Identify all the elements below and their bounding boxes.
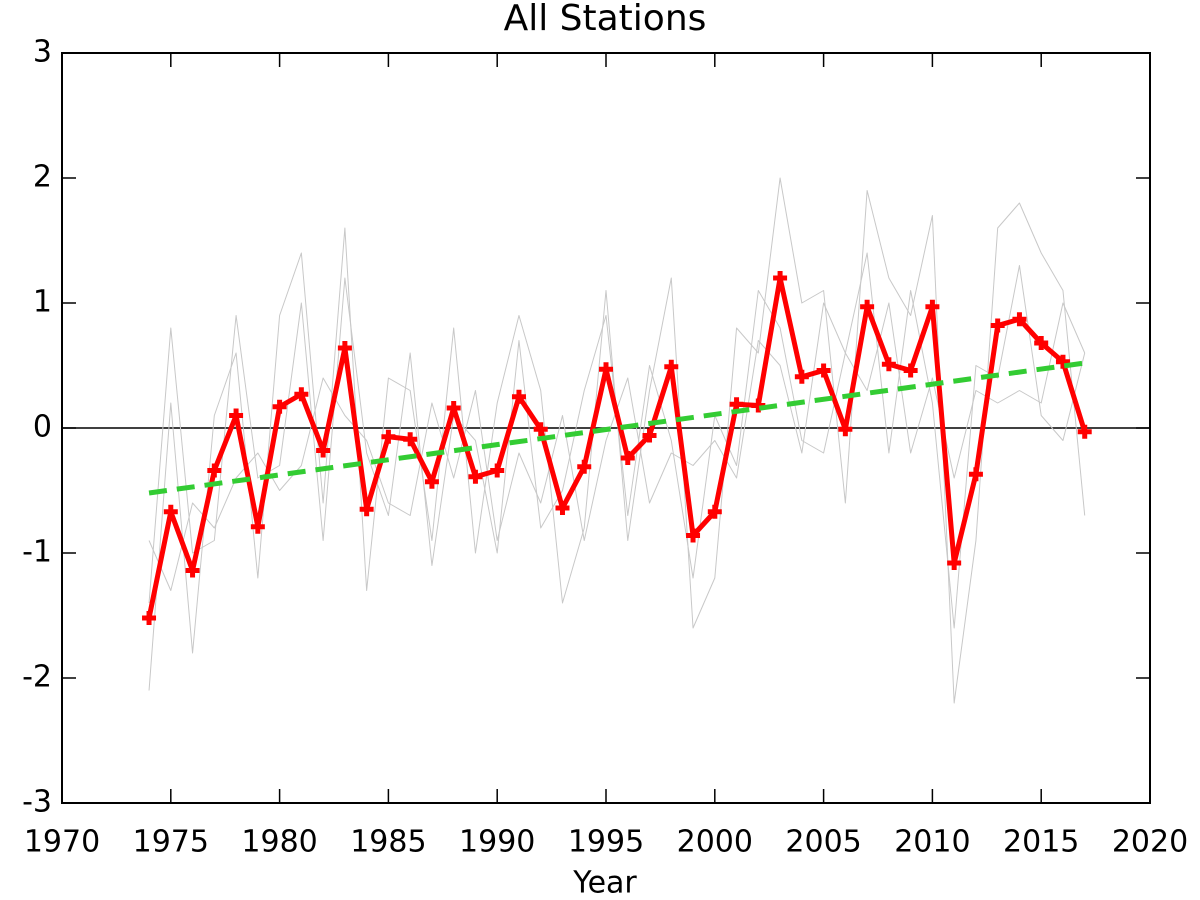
x-tick-label: 1985 xyxy=(350,825,426,860)
point-marker xyxy=(316,443,331,458)
y-tick-label: 2 xyxy=(33,160,52,195)
point-marker xyxy=(337,341,352,355)
point-marker xyxy=(555,501,570,515)
point-marker xyxy=(511,389,526,404)
point-marker xyxy=(686,528,701,543)
x-tick-label: 1980 xyxy=(241,825,317,860)
point-marker xyxy=(794,369,809,384)
x-tick-label: 2000 xyxy=(677,825,753,860)
point-marker xyxy=(990,318,1005,333)
plot-frame xyxy=(61,52,1151,804)
point-marker xyxy=(207,463,222,478)
point-marker xyxy=(1012,312,1027,327)
point-marker xyxy=(707,504,722,519)
point-marker xyxy=(250,519,265,534)
y-tick-label: -3 xyxy=(22,785,52,820)
point-marker xyxy=(599,362,613,377)
point-marker xyxy=(229,408,244,423)
x-tick-label: 2010 xyxy=(894,825,970,860)
y-tick-label: -1 xyxy=(22,535,52,570)
y-tick-label: -2 xyxy=(22,660,52,695)
x-tick-label: 2005 xyxy=(785,825,861,860)
point-marker xyxy=(838,422,853,437)
point-marker xyxy=(163,504,178,519)
point-marker xyxy=(381,429,396,444)
y-tick-label: 0 xyxy=(33,410,52,445)
point-marker xyxy=(881,357,896,372)
point-marker xyxy=(533,422,548,437)
point-marker xyxy=(773,271,788,285)
point-marker xyxy=(860,299,875,314)
point-marker xyxy=(294,387,309,402)
point-marker xyxy=(1077,424,1092,439)
x-tick-label: 1970 xyxy=(24,825,100,860)
chart-title: All Stations xyxy=(504,0,707,39)
point-marker xyxy=(816,363,831,378)
point-marker xyxy=(968,467,983,482)
point-marker xyxy=(490,463,505,478)
point-marker xyxy=(620,451,635,465)
x-tick-label: 1995 xyxy=(568,825,644,860)
point-marker xyxy=(403,432,418,447)
point-marker xyxy=(577,459,592,474)
point-marker xyxy=(1055,354,1070,369)
point-marker xyxy=(642,428,657,443)
series-line xyxy=(148,360,1086,496)
point-marker xyxy=(468,469,483,484)
y-tick-label: 1 xyxy=(33,285,52,320)
point-marker xyxy=(359,502,374,517)
point-marker xyxy=(272,399,287,414)
point-marker xyxy=(185,563,200,578)
point-marker xyxy=(947,556,962,570)
x-tick-label: 1975 xyxy=(133,825,209,860)
point-marker xyxy=(925,299,940,314)
point-marker xyxy=(446,401,461,415)
y-tick-label: 3 xyxy=(33,35,52,70)
x-tick-label: 1990 xyxy=(459,825,535,860)
x-tick-label: 2020 xyxy=(1112,825,1188,860)
x-tick-label: 2015 xyxy=(1003,825,1079,860)
point-marker xyxy=(664,359,679,374)
point-marker xyxy=(1034,336,1049,350)
point-marker xyxy=(903,363,918,378)
x-axis-label: Year xyxy=(572,866,637,900)
point-marker xyxy=(142,611,157,625)
series-line xyxy=(146,275,1088,619)
point-marker xyxy=(424,474,439,489)
